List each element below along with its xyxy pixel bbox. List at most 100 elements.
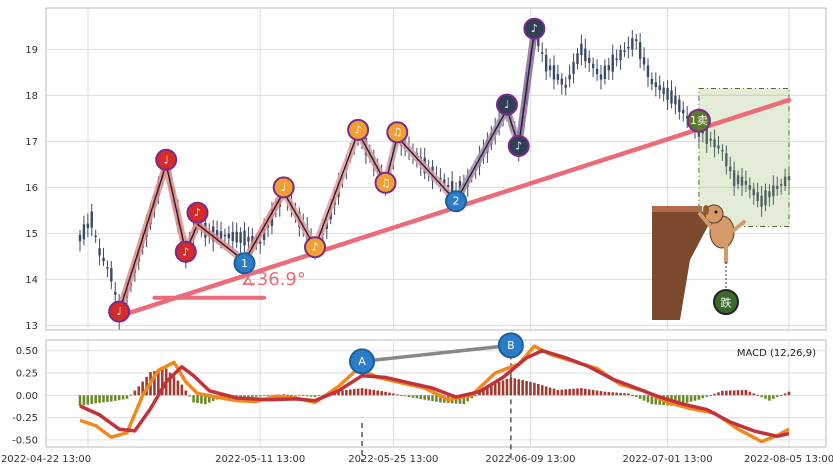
wave-segment-line	[243, 191, 285, 262]
candle-body	[650, 78, 654, 85]
macd-histogram-bar	[783, 393, 787, 396]
candle-body	[239, 232, 242, 243]
price-frame	[45, 7, 827, 331]
macd-histogram-bar	[415, 395, 419, 399]
wave-marker: 2	[445, 190, 468, 213]
macd-histogram-bar	[188, 395, 191, 397]
macd-histogram-bar	[650, 395, 654, 405]
wave-marker-circle	[374, 171, 397, 194]
macd-histogram-bar	[591, 389, 595, 396]
macd-histogram-bar	[427, 395, 430, 401]
dog-arm	[698, 212, 714, 230]
candle-body	[662, 87, 665, 95]
macd-histogram-bar	[403, 395, 407, 397]
candle-body	[760, 195, 763, 207]
wave-marker-circle	[174, 240, 197, 263]
macd-histogram-bar	[78, 395, 82, 406]
wave-marker-circle	[304, 236, 327, 259]
macd-legend: MACD (12,26,9)	[737, 348, 816, 359]
x-tick-label: 2022-08-05 13:00	[744, 454, 833, 465]
candle-body	[576, 53, 579, 64]
candle-body	[725, 153, 728, 167]
candle-body	[717, 145, 720, 149]
macd-histogram-bar	[533, 382, 536, 396]
macd-histogram-bar	[196, 395, 199, 404]
wave-segment-line	[455, 108, 508, 202]
wave-marker: 1卖	[686, 108, 711, 133]
macd-histogram-bar	[717, 392, 720, 396]
candle-body	[607, 65, 611, 71]
candle-body	[729, 166, 732, 172]
macd-histogram-bar	[384, 391, 387, 396]
macd-histogram-bar	[552, 388, 556, 396]
wave-marker-label: ♩	[164, 153, 169, 166]
wave-marker-label: ♩	[117, 305, 122, 318]
wave-marker-label: ♪	[515, 140, 522, 153]
macd-histogram-bar	[94, 395, 97, 404]
candle-body	[541, 52, 544, 54]
rope-weight-label: 跌	[721, 296, 732, 310]
x-tick-label: 2022-04-22 13:00	[1, 454, 91, 465]
macd-histogram-bar	[160, 369, 164, 396]
macd-histogram-bar	[204, 395, 207, 405]
divergence-b-marker-circle	[497, 332, 524, 359]
wave-marker-label: 1卖	[690, 114, 708, 127]
candle-body	[106, 266, 109, 269]
macd-histogram-bar	[376, 390, 380, 396]
candle-body	[721, 149, 724, 152]
macd-histogram-bar	[368, 389, 372, 396]
candle-body	[94, 235, 97, 238]
candle-body	[219, 231, 223, 239]
macd-histogram-bar	[560, 389, 564, 396]
wave-marker: ♩	[108, 300, 131, 323]
macd-histogram-bar	[172, 376, 176, 396]
x-tick-label: 2022-06-09 13:00	[485, 454, 575, 465]
macd-histogram-bar	[184, 390, 188, 396]
macd-histogram-bar	[540, 385, 544, 396]
candle-body	[537, 37, 540, 47]
wave-marker-label: ♪	[194, 206, 201, 219]
macd-y-tick-label: 0.25	[16, 368, 38, 379]
divergence-b-marker-label: B	[507, 339, 515, 352]
candle-body	[658, 85, 661, 91]
wave-segment-line	[314, 131, 359, 248]
macd-histogram-bar	[207, 395, 211, 403]
macd-histogram-bar	[106, 395, 109, 402]
cliff-shape	[652, 208, 710, 320]
candle-body	[572, 61, 575, 74]
macd-histogram-bar	[681, 395, 685, 404]
macd-histogram-bar	[168, 372, 172, 396]
macd-frame	[45, 339, 827, 448]
candle-body	[682, 109, 685, 114]
wave-marker-circle	[507, 135, 530, 157]
macd-histogram-bar	[764, 395, 767, 399]
candle-body	[231, 231, 234, 241]
candle-body	[776, 185, 779, 189]
macd-histogram-bar	[360, 388, 364, 396]
macd-histogram-bar	[478, 392, 481, 396]
candle-body	[564, 84, 567, 88]
candle-body	[740, 176, 744, 186]
candle-body	[736, 175, 740, 185]
macd-histogram-bar	[713, 393, 716, 396]
candle-body	[258, 241, 262, 244]
candle-body	[443, 179, 446, 187]
macd-histogram-bar	[364, 388, 368, 396]
macd-histogram-bar	[372, 389, 376, 396]
macd-histogram-bar	[627, 393, 630, 396]
macd-histogram-bar	[615, 392, 618, 396]
macd-histogram-bar	[352, 389, 356, 396]
candle-body	[709, 138, 712, 141]
macd-histogram-bar	[435, 395, 438, 402]
candle-body	[262, 228, 266, 240]
macd-histogram-bar	[380, 391, 383, 396]
candle-body	[646, 65, 650, 78]
macd-histogram-bar	[611, 392, 615, 396]
candle-body	[227, 233, 231, 239]
candle-body	[654, 82, 658, 88]
candle-body	[78, 234, 82, 242]
candle-body	[623, 50, 626, 52]
candle-body	[768, 191, 771, 198]
wave-marker: ♪	[507, 135, 530, 157]
